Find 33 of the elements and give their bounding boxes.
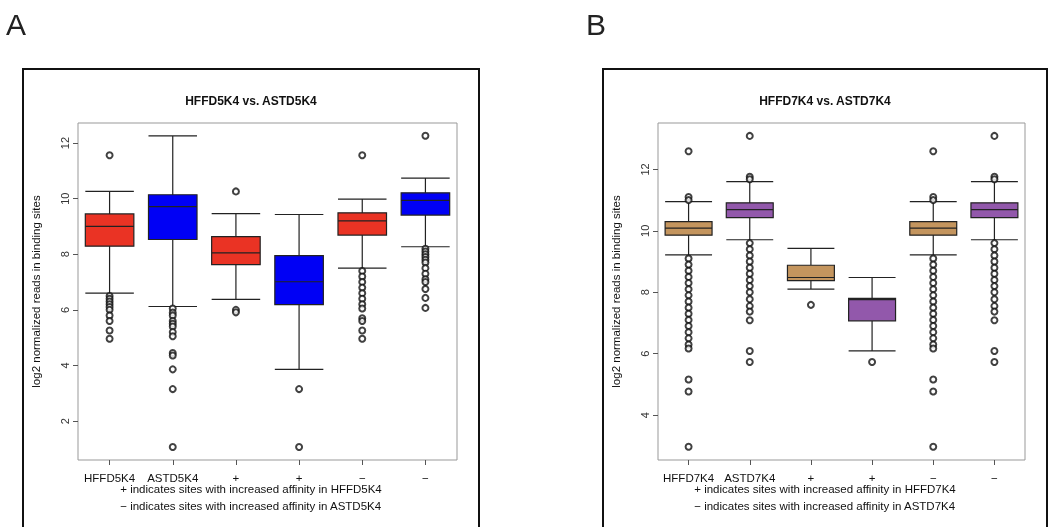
y-tick-label: 8 bbox=[638, 289, 651, 296]
text: B bbox=[586, 8, 607, 42]
x-tick-label: HFFD7K4 bbox=[663, 472, 715, 484]
text: − indicates sites with increased affinity in ASTD7K4 bbox=[694, 500, 956, 512]
y-tick-label: 6 bbox=[638, 350, 651, 357]
y-tick-label: 4 bbox=[638, 412, 651, 419]
x-tick-label: + bbox=[868, 472, 876, 484]
y-tick-label: 4 bbox=[58, 362, 71, 369]
chart-title: HFFD7K4 vs. ASTD7K4 bbox=[759, 94, 892, 108]
y-tick-label: 12 bbox=[638, 163, 651, 176]
y-tick-label: 8 bbox=[58, 251, 71, 258]
x-tick-label: HFFD5K4 bbox=[84, 472, 136, 484]
y-tick-label: 6 bbox=[58, 306, 71, 313]
y-axis-title: log2 normalized reads in binding sites bbox=[610, 195, 622, 388]
y-tick-label: 10 bbox=[638, 224, 651, 237]
y-tick-label: 2 bbox=[58, 418, 71, 425]
y-axis-title: log2 normalized reads in binding sites bbox=[30, 195, 42, 388]
text: A bbox=[6, 8, 27, 42]
x-tick-label: − bbox=[991, 472, 999, 484]
x-tick-label: ASTD7K4 bbox=[724, 472, 776, 484]
x-tick-label: − bbox=[358, 472, 366, 484]
text: − indicates sites with increased affinity in ASTD5K4 bbox=[120, 500, 382, 512]
text: + indicates sites with increased affinity in HFFD5K4 bbox=[120, 483, 383, 495]
x-tick-label: + bbox=[295, 472, 303, 484]
x-tick-label: ASTD5K4 bbox=[147, 472, 199, 484]
y-tick-label: 10 bbox=[58, 192, 71, 205]
x-tick-label: + bbox=[807, 472, 815, 484]
text: + indicates sites with increased affinity in HFFD7K4 bbox=[694, 483, 957, 495]
x-tick-label: − bbox=[929, 472, 937, 484]
x-tick-label: − bbox=[422, 472, 430, 484]
x-tick-label: + bbox=[232, 472, 240, 484]
y-tick-label: 12 bbox=[58, 136, 71, 150]
chart-title: HFFD5K4 vs. ASTD5K4 bbox=[185, 94, 318, 108]
